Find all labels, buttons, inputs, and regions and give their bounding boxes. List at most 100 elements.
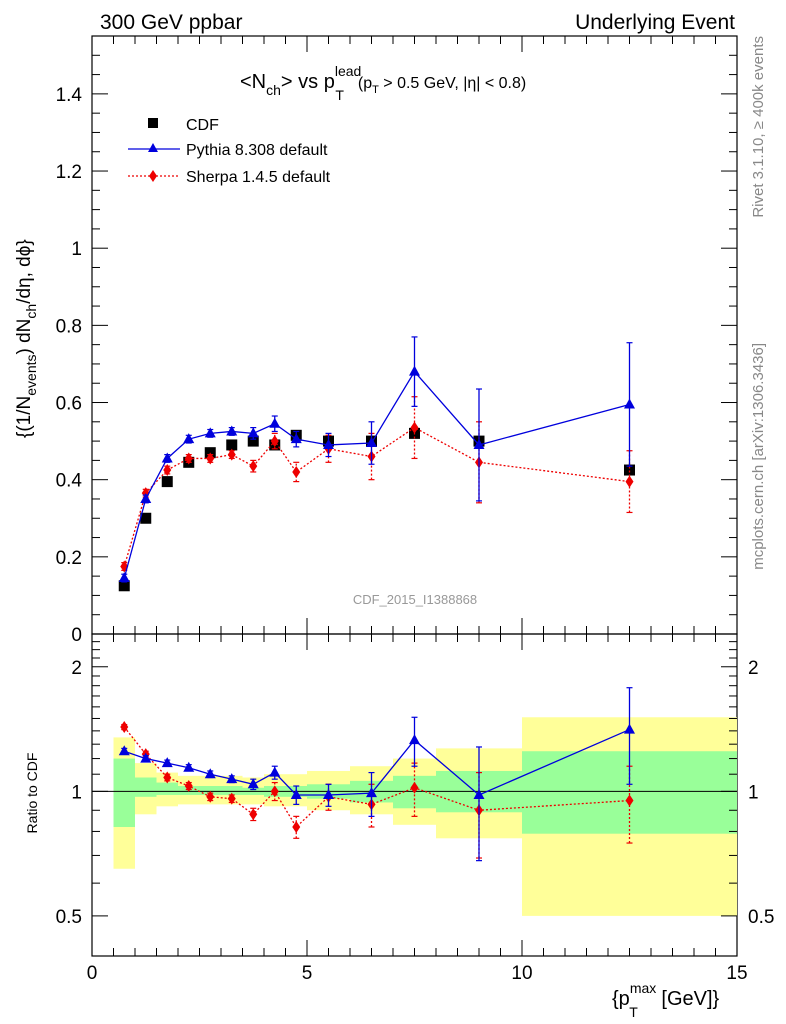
series-layer bbox=[118, 336, 635, 862]
pythia-ratio-point bbox=[161, 757, 173, 768]
y-tick-label: 0 bbox=[71, 625, 82, 646]
y-axis-label: {(1/Nevents) dNch/dη, dϕ} bbox=[14, 239, 39, 438]
pythia-ratio-point bbox=[204, 768, 216, 779]
pythia-point bbox=[226, 425, 238, 436]
ratio-tick-label-right: 0.5 bbox=[748, 907, 774, 928]
pythia-point bbox=[247, 427, 259, 438]
sherpa-line bbox=[123, 426, 630, 567]
sherpa-point bbox=[163, 464, 172, 477]
pythia-ratio-point bbox=[323, 788, 334, 799]
chart-title: <Nch> vs plead T(pT > 0.5 GeV, |η| < 0.8) bbox=[240, 63, 526, 103]
y-tick-label: 0.4 bbox=[56, 471, 83, 492]
pythia-ratio-point bbox=[183, 761, 195, 772]
x-tick-label: 15 bbox=[726, 963, 747, 984]
pythia-line bbox=[123, 370, 630, 579]
pythia-point bbox=[161, 452, 173, 463]
pythia-series bbox=[118, 336, 635, 862]
pythia-point bbox=[473, 438, 485, 449]
sherpa-point bbox=[249, 460, 258, 473]
pythia-point bbox=[204, 427, 216, 438]
header-right-label: Underlying Event bbox=[575, 11, 735, 34]
pythia-ratio-point bbox=[290, 788, 302, 799]
cdf-point bbox=[118, 580, 130, 592]
mcplots-label: mcplots.cern.ch [arXiv:1306.3436] bbox=[750, 343, 767, 570]
x-tick-label: 10 bbox=[511, 963, 532, 984]
sherpa-point bbox=[206, 452, 215, 465]
pythia-ratio-point bbox=[226, 773, 238, 784]
pythia-point bbox=[290, 433, 302, 444]
legend-marker-sherpa bbox=[149, 170, 157, 182]
x-tick-label: 5 bbox=[302, 963, 313, 984]
pythia-ratio-point bbox=[269, 766, 281, 777]
sherpa-point bbox=[184, 452, 193, 465]
sherpa-ratio-point bbox=[270, 785, 279, 798]
sherpa-ratio-line bbox=[123, 726, 630, 829]
sherpa-ratio-point bbox=[292, 820, 301, 833]
tick-labels: 0 0.2 0.4 0.6 0.8 1 1.2 1.4 0.5 1 2 0.5 1 2 0 5 10 15 bbox=[56, 85, 775, 984]
y-tick-label: 0.6 bbox=[56, 394, 82, 415]
x-tick-label: 0 bbox=[87, 963, 98, 984]
pythia-point bbox=[624, 398, 635, 409]
pythia-point bbox=[269, 417, 281, 428]
sherpa-ratio-point bbox=[206, 790, 215, 803]
sherpa-ratio-point bbox=[249, 808, 258, 821]
analysis-watermark: CDF_2015_I1388868 bbox=[353, 592, 477, 607]
sherpa-ratio-point bbox=[184, 780, 193, 793]
sherpa-point bbox=[227, 448, 236, 461]
legend-marker-cdf bbox=[148, 118, 158, 128]
inner-band-2 bbox=[156, 782, 178, 795]
pythia-ratio-point bbox=[409, 734, 420, 745]
cdf-point bbox=[624, 464, 635, 476]
sherpa-point bbox=[625, 475, 634, 488]
y-tick-label: 1.4 bbox=[56, 85, 83, 106]
cdf-point bbox=[247, 435, 259, 447]
pythia-point bbox=[323, 438, 334, 449]
uncertainty-bands bbox=[113, 717, 737, 916]
header-left-label: 300 GeV ppbar bbox=[100, 11, 242, 34]
legend-marker-pythia bbox=[148, 143, 158, 152]
cdf-point bbox=[140, 512, 152, 524]
inner-band-1 bbox=[135, 777, 157, 797]
legend-label-pythia: Pythia 8.308 default bbox=[186, 142, 328, 159]
sherpa-point bbox=[292, 465, 301, 478]
rivet-label: Rivet 3.1.10, ≥ 400k events bbox=[750, 36, 767, 218]
x-axis-label: {pmax T [GeV]} bbox=[612, 980, 720, 1020]
sherpa-ratio-point bbox=[625, 794, 634, 807]
sherpa-point bbox=[270, 435, 279, 448]
pythia-ratio-point bbox=[473, 788, 485, 799]
sherpa-ratio-point bbox=[163, 771, 172, 784]
inner-band-4 bbox=[199, 786, 221, 795]
sherpa-ratio-point bbox=[120, 721, 129, 734]
ratio-tick-label: 0.5 bbox=[56, 907, 82, 928]
legend: CDF Pythia 8.308 default Sherpa 1.4.5 de… bbox=[128, 117, 331, 186]
pythia-point bbox=[140, 492, 152, 503]
pythia-ratio-point bbox=[118, 745, 130, 756]
ratio-tick-label: 1 bbox=[71, 782, 82, 803]
ratio-tick-label-right: 1 bbox=[748, 782, 759, 803]
cdf-point bbox=[161, 476, 173, 488]
y-tick-label: 0.2 bbox=[56, 548, 82, 569]
ratio-tick-label: 2 bbox=[71, 658, 82, 679]
y-tick-label: 0.8 bbox=[56, 316, 82, 337]
ratio-y-axis-label: Ratio to CDF bbox=[24, 753, 40, 834]
sherpa-ratio-point bbox=[410, 781, 419, 794]
pythia-point bbox=[183, 433, 195, 444]
inner-band-0 bbox=[113, 758, 135, 827]
cdf-point bbox=[226, 439, 238, 451]
pythia-ratio-point bbox=[366, 787, 377, 798]
inner-band-5 bbox=[221, 786, 243, 795]
ratio-tick-label-right: 2 bbox=[748, 658, 759, 679]
pythia-point bbox=[366, 437, 377, 448]
y-tick-label: 1 bbox=[71, 239, 82, 260]
legend-label-sherpa: Sherpa 1.4.5 default bbox=[186, 169, 331, 186]
legend-label-cdf: CDF bbox=[186, 117, 219, 134]
pythia-ratio-point bbox=[247, 778, 259, 789]
sherpa-ratio-point bbox=[227, 792, 236, 805]
axis-ticks bbox=[91, 35, 738, 957]
pythia-ratio-point bbox=[140, 752, 152, 763]
pythia-ratio-point bbox=[624, 723, 635, 734]
pythia-point bbox=[409, 365, 420, 376]
pythia-point bbox=[118, 572, 130, 583]
y-tick-label: 1.2 bbox=[56, 162, 82, 183]
